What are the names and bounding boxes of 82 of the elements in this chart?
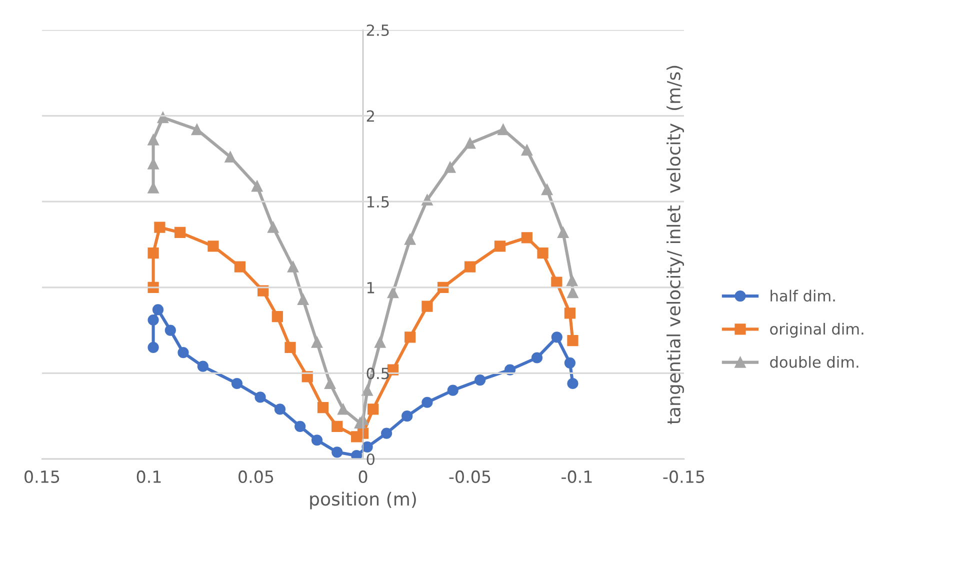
point (332, 420, 343, 432)
point (362, 441, 373, 453)
y-tick-label: 1 (367, 282, 374, 294)
point (422, 300, 433, 312)
point (254, 392, 266, 403)
point (231, 378, 243, 390)
point (324, 378, 336, 390)
point (521, 232, 532, 244)
point (551, 276, 562, 288)
legend-label: original dim. (770, 322, 864, 338)
point (402, 410, 413, 422)
point (422, 396, 433, 408)
point (564, 357, 576, 368)
y-tick-label: 1.5 (367, 196, 389, 208)
point (464, 261, 476, 272)
y-tick-label: 2 (366, 110, 374, 122)
point (567, 378, 578, 390)
point (564, 308, 576, 319)
x-tick-label: -0.1 (562, 470, 592, 484)
point (197, 360, 208, 372)
point (157, 112, 168, 124)
point (311, 336, 323, 348)
point (537, 248, 548, 259)
point (351, 450, 362, 459)
y-tick-label: 2.5 (366, 24, 389, 36)
point (494, 240, 506, 252)
x-tick-label: 0.15 (24, 470, 60, 484)
point (284, 342, 296, 354)
x-tick-label: 0.1 (136, 470, 161, 484)
point (311, 434, 323, 446)
point (178, 347, 189, 358)
y-tick-label: 0.5 (366, 368, 389, 380)
point (447, 384, 458, 396)
point (154, 222, 166, 233)
point (464, 138, 476, 149)
point (551, 332, 562, 343)
x-tick-label: -0.05 (449, 470, 490, 484)
point (274, 404, 286, 415)
point (152, 304, 164, 316)
point (558, 226, 569, 238)
point (268, 222, 279, 233)
point (332, 446, 343, 458)
x-axis-title: position (m) (310, 492, 416, 510)
point (148, 314, 159, 326)
y-tick-label: 0 (366, 453, 374, 466)
point (317, 402, 329, 414)
point (566, 274, 578, 286)
point (380, 428, 392, 439)
point (298, 294, 309, 305)
point (362, 384, 373, 396)
point (498, 124, 509, 136)
point (148, 282, 159, 293)
point (224, 151, 236, 163)
point (294, 420, 306, 432)
point (287, 261, 299, 272)
point (164, 324, 176, 336)
point (474, 374, 486, 386)
point (148, 134, 159, 146)
point (531, 352, 543, 364)
y-axis-title: tangential velocity/ inlet velocity (m/s) (666, 66, 684, 424)
x-tick-label: 0.05 (238, 470, 274, 484)
point (404, 234, 416, 245)
point (234, 261, 246, 272)
point (374, 336, 386, 348)
point (521, 144, 532, 156)
point (272, 311, 283, 322)
point (174, 226, 186, 238)
legend-label: double dim. (770, 356, 858, 368)
point (404, 332, 416, 343)
x-tick-label: -0.15 (663, 470, 704, 484)
point (368, 404, 379, 415)
point (252, 180, 263, 192)
point (191, 124, 202, 136)
point (567, 335, 578, 346)
point (208, 240, 219, 252)
point (444, 162, 456, 173)
point (387, 286, 399, 298)
point (148, 248, 159, 259)
point (338, 404, 349, 415)
legend-label: half dim. (770, 290, 835, 302)
point (541, 184, 553, 196)
point (148, 342, 159, 354)
